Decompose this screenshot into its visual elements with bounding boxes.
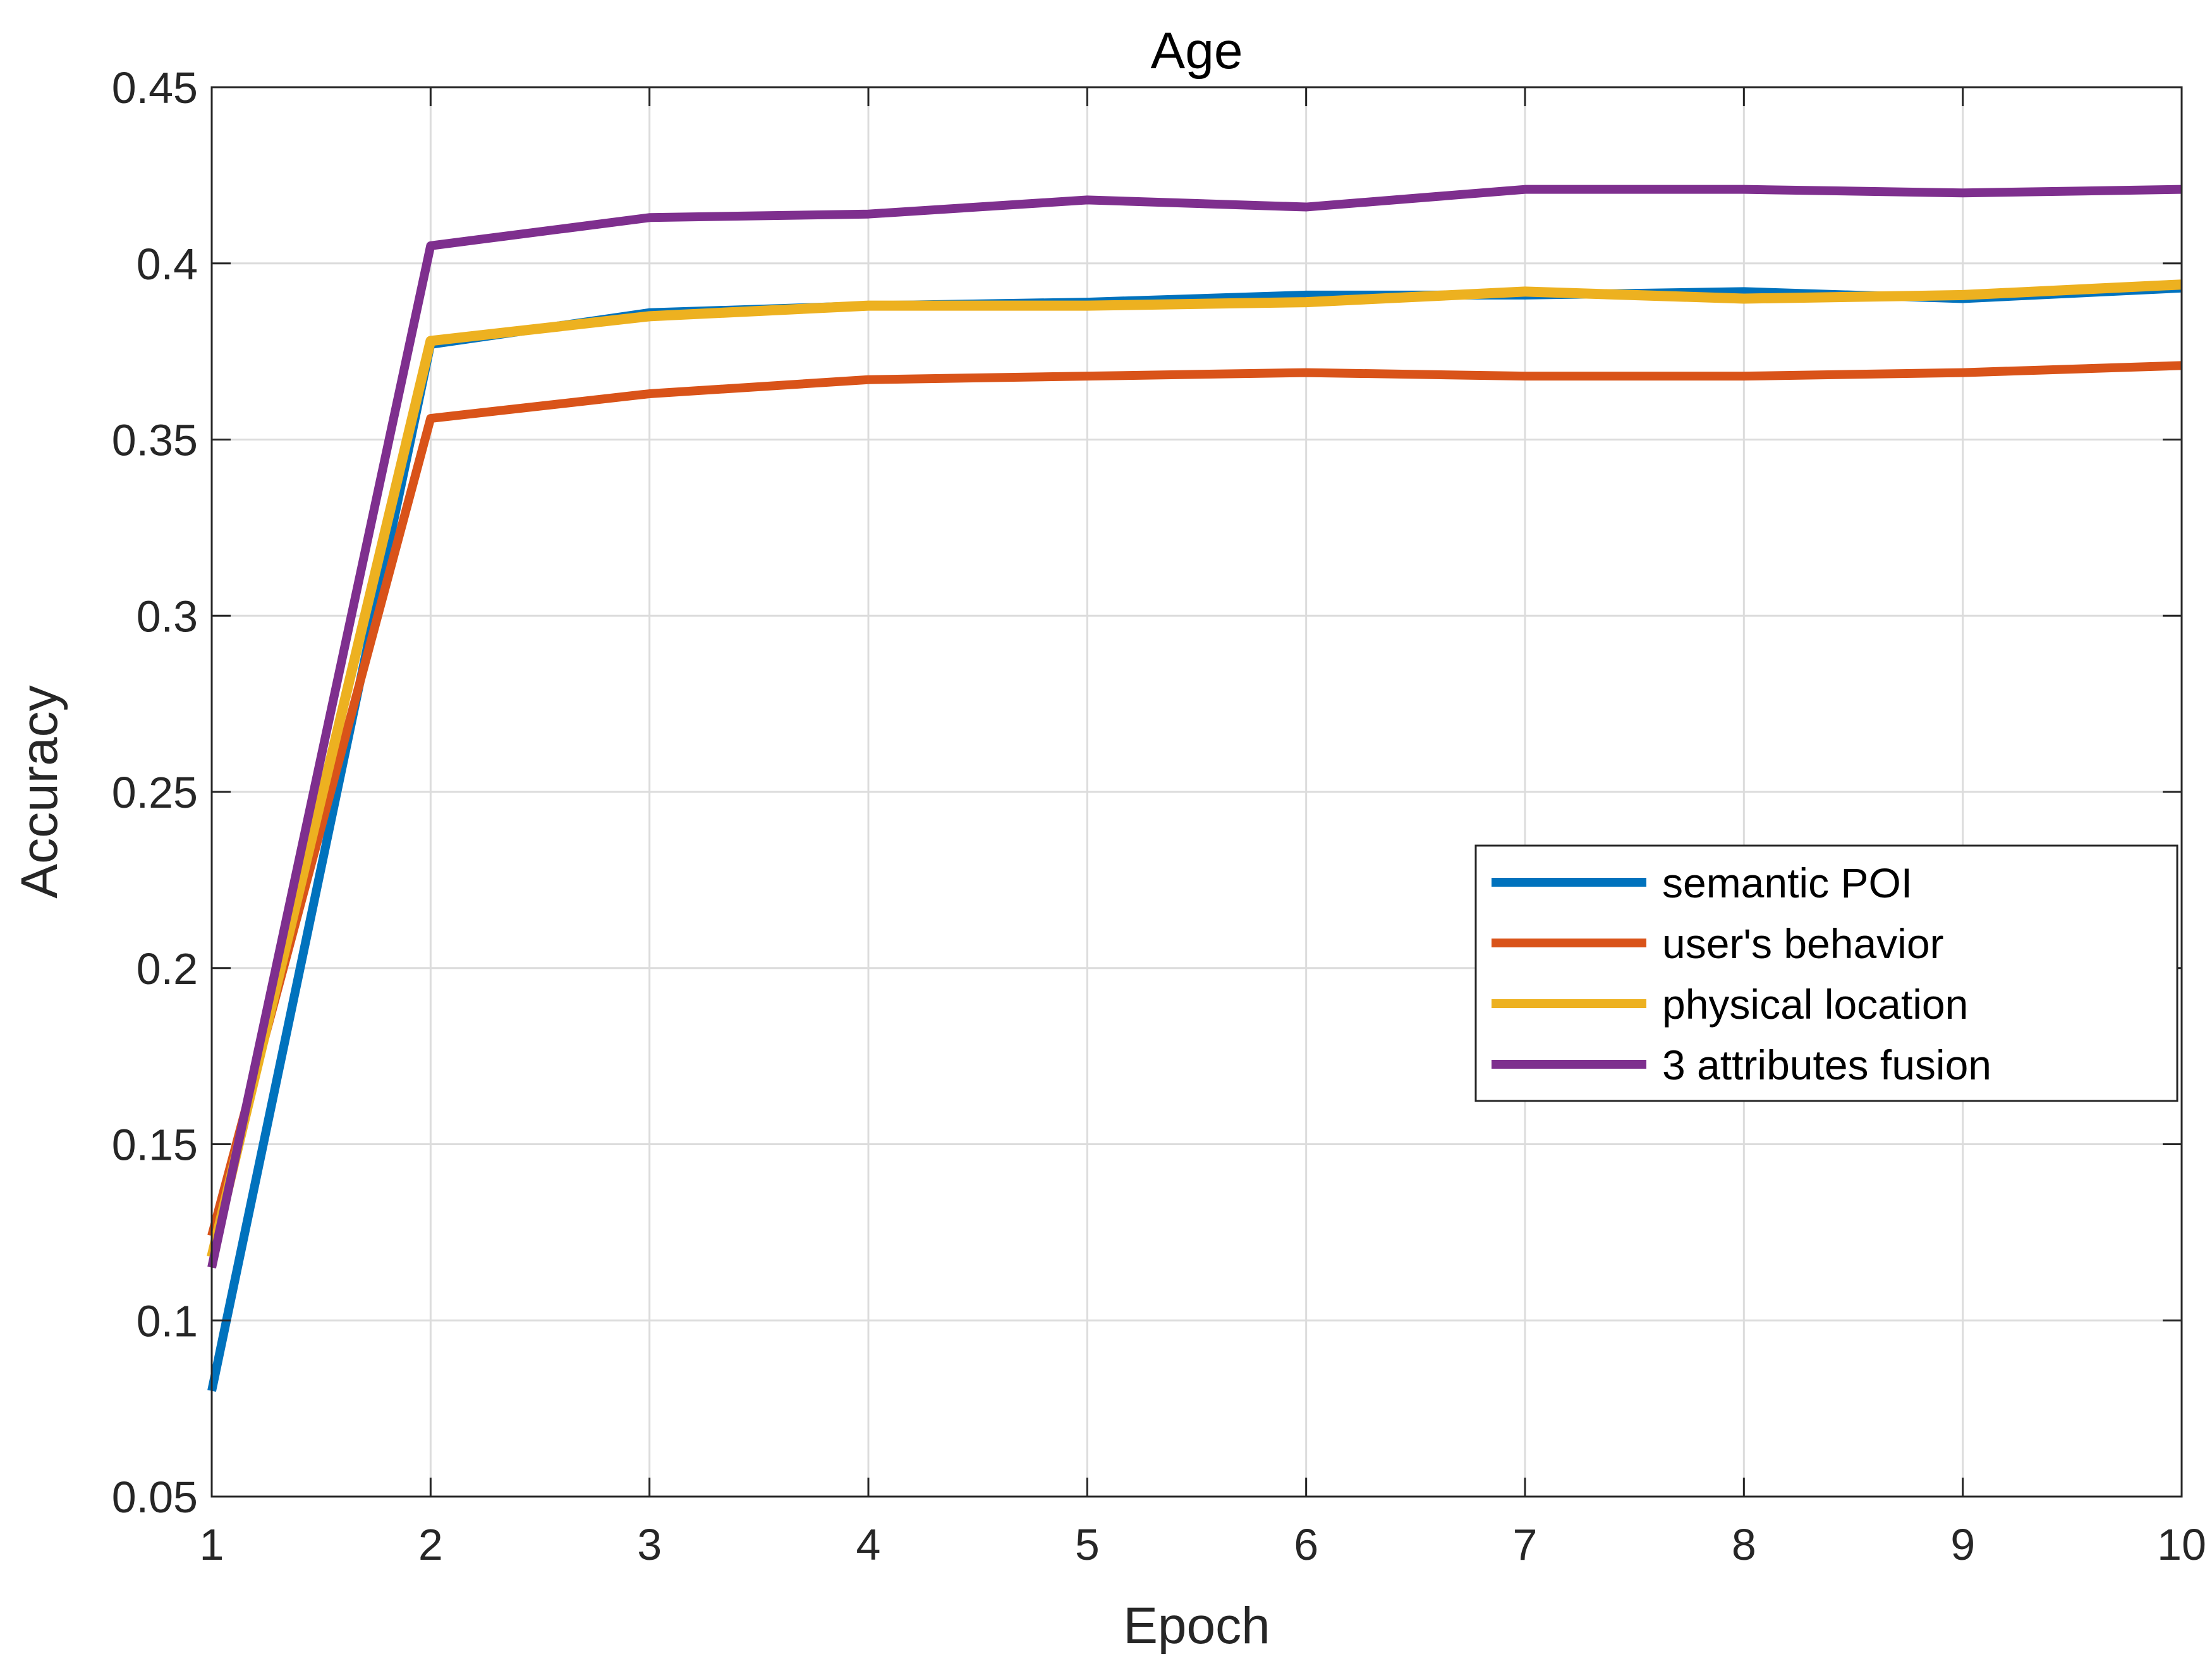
x-tick-label: 10: [2157, 1520, 2206, 1569]
legend-label: user's behavior: [1662, 920, 1944, 967]
y-tick-label: 0.3: [137, 592, 198, 641]
series-line-0: [207, 283, 2182, 1392]
x-tick-label: 4: [856, 1520, 881, 1569]
tick-layer: 1 2 3 4 5 6 7 8 9 10 0.05 0.1 0.15 0.2 0.25 0.3 0.35 0.4 0…: [112, 63, 2206, 1569]
legend-label: physical location: [1662, 981, 1968, 1028]
series-layer: [207, 185, 2182, 1392]
series-line-3: [207, 185, 2182, 1269]
y-tick-label: 0.1: [137, 1296, 198, 1346]
x-tick-label: 7: [1513, 1520, 1538, 1569]
x-axis-title: Epoch: [1123, 1597, 1270, 1655]
x-tick-label: 6: [1294, 1520, 1318, 1569]
y-tick-label: 0.05: [112, 1473, 198, 1522]
legend: semantic POI user's behavior physical loca…: [1474, 844, 2179, 1102]
y-tick-label: 0.35: [112, 416, 198, 465]
series-line-2: [207, 279, 2182, 1258]
legend-label: semantic POI: [1662, 860, 1912, 906]
y-tick-label: 0.2: [137, 944, 198, 994]
y-tick-label: 0.4: [137, 240, 198, 289]
chart-title: Age: [1151, 22, 1243, 80]
y-tick-label: 0.15: [112, 1121, 198, 1170]
legend-label: 3 attributes fusion: [1662, 1042, 1991, 1088]
x-tick-label: 9: [1950, 1520, 1975, 1569]
x-tick-label: 1: [200, 1520, 224, 1569]
x-tick-label: 8: [1732, 1520, 1756, 1569]
y-tick-label: 0.45: [112, 63, 198, 112]
x-tick-label: 3: [637, 1520, 662, 1569]
y-tick-label: 0.25: [112, 768, 198, 817]
series-line-1: [207, 361, 2182, 1237]
x-tick-label: 5: [1075, 1520, 1100, 1569]
x-tick-label: 2: [418, 1520, 443, 1569]
legend-box: [1474, 844, 2179, 1102]
y-axis-title: Accuracy: [11, 685, 68, 898]
